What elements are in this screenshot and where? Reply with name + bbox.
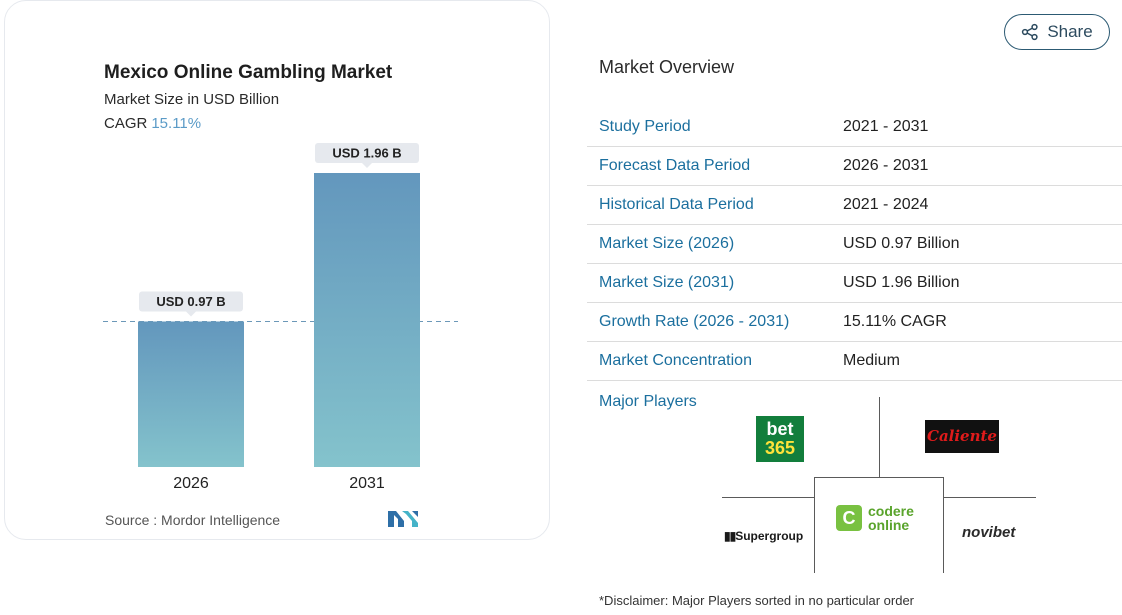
row-value: 2021 - 2031 bbox=[843, 108, 1122, 147]
row-value: 2026 - 2031 bbox=[843, 146, 1122, 186]
table-row: Market Size (2031) USD 1.96 Billion bbox=[587, 263, 1122, 303]
codere-mark-icon: C bbox=[836, 505, 862, 531]
data-label: USD 0.97 B bbox=[156, 294, 225, 309]
row-value: USD 0.97 Billion bbox=[843, 224, 1122, 264]
table-row: Market Size (2026) USD 0.97 Billion bbox=[587, 224, 1122, 264]
share-label: Share bbox=[1047, 22, 1093, 41]
x-tick-label: 2031 bbox=[349, 475, 385, 492]
cagr-value: 15.11% bbox=[151, 115, 202, 132]
share-button[interactable]: Share bbox=[1004, 14, 1110, 50]
chart-subtitle: Market Size in USD Billion bbox=[104, 91, 280, 108]
overview-title: Market Overview bbox=[599, 57, 735, 77]
data-label-bg bbox=[139, 291, 243, 312]
row-key[interactable]: Historical Data Period bbox=[587, 185, 843, 225]
share-icon bbox=[1022, 23, 1038, 41]
cagr-line: CAGR 15.11% bbox=[104, 115, 201, 132]
data-label: USD 1.96 B bbox=[332, 146, 401, 161]
chart-card bbox=[4, 0, 550, 540]
supergroup-logo[interactable]: ▮▮Supergroup bbox=[724, 529, 803, 543]
table-row: Historical Data Period 2021 - 2024 bbox=[587, 185, 1122, 225]
major-players-label[interactable]: Major Players bbox=[599, 393, 697, 410]
data-label-pointer bbox=[186, 311, 196, 317]
grid-divider bbox=[722, 497, 814, 498]
mordor-logo-icon bbox=[388, 511, 418, 527]
chart-source: Source : Mordor Intelligence bbox=[105, 512, 281, 528]
table-row: Growth Rate (2026 - 2031) 15.11% CAGR bbox=[587, 302, 1122, 342]
row-value: USD 1.96 Billion bbox=[843, 263, 1122, 303]
codere-line2: online bbox=[868, 517, 910, 533]
chart-title: Mexico Online Gambling Market bbox=[104, 62, 393, 83]
disclaimer: *Disclaimer: Major Players sorted in no … bbox=[599, 593, 915, 608]
caliente-logo[interactable]: Caliente bbox=[925, 420, 999, 453]
row-key[interactable]: Study Period bbox=[587, 108, 843, 147]
row-key[interactable]: Growth Rate (2026 - 2031) bbox=[587, 302, 843, 342]
grid-divider bbox=[944, 497, 1036, 498]
table-row: Forecast Data Period 2026 - 2031 bbox=[587, 146, 1122, 186]
row-value: 2021 - 2024 bbox=[843, 185, 1122, 225]
table-row: Market Concentration Medium bbox=[587, 341, 1122, 381]
center-player-box bbox=[814, 477, 944, 573]
row-value: 15.11% CAGR bbox=[843, 302, 1122, 342]
novibet-logo[interactable]: novibet bbox=[962, 524, 1016, 541]
cagr-label: CAGR bbox=[104, 115, 148, 132]
bar-2026 bbox=[138, 321, 244, 467]
bar-chart: USD 0.97 B 2026 USD 1.96 B 2031 bbox=[103, 143, 458, 492]
bet365-bottom: 365 bbox=[764, 438, 796, 458]
codere-line1: codere bbox=[868, 503, 914, 519]
supergroup-text: Supergroup bbox=[735, 529, 804, 543]
bet365-logo[interactable]: bet 365 bbox=[756, 416, 804, 462]
x-tick-label: 2026 bbox=[173, 475, 209, 492]
grid-divider bbox=[879, 397, 880, 477]
overview-table: Study Period 2021 - 2031 Forecast Data P… bbox=[587, 108, 1122, 381]
row-key[interactable]: Forecast Data Period bbox=[587, 146, 843, 186]
row-key[interactable]: Market Size (2026) bbox=[587, 224, 843, 264]
table-row: Study Period 2021 - 2031 bbox=[587, 108, 1122, 147]
data-label-bg bbox=[315, 143, 419, 163]
row-value: Medium bbox=[843, 341, 1122, 381]
row-key[interactable]: Market Size (2031) bbox=[587, 263, 843, 303]
codere-online-logo[interactable]: C codere online bbox=[836, 504, 914, 532]
bet365-top: bet bbox=[766, 419, 794, 439]
bar-2031 bbox=[314, 173, 420, 467]
row-key[interactable]: Market Concentration bbox=[587, 341, 843, 381]
supergroup-bars-icon: ▮▮ bbox=[724, 529, 736, 543]
data-label-pointer bbox=[362, 163, 372, 168]
